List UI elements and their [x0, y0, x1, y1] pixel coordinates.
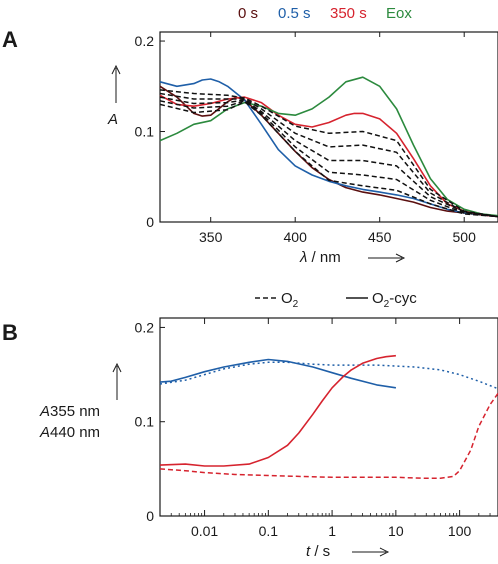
panel-b-legend-label-0: O2: [281, 290, 299, 310]
panel-a-series: [159, 76, 498, 218]
panel-b-plot-frame: [159, 317, 498, 517]
panel-a-series-line-3: [159, 76, 498, 217]
panel-b-xtick-label-0: 0.01: [191, 523, 218, 539]
panel-a-ytick-label-2: 0.2: [135, 33, 155, 49]
panel-a-ytick-label-0: 0: [146, 214, 154, 230]
panel-b-xtick-label-2: 1: [328, 523, 336, 539]
panel-a-legend: 0 s 0.5 s 350 s Eox: [238, 5, 412, 22]
svg-text:λ / nm: λ / nm: [299, 249, 341, 266]
panel-b-xlabel-symbol: t: [306, 543, 311, 560]
panel-a-ylabel-arrowhead: [111, 64, 121, 75]
panel-a-series-line-8: [159, 100, 498, 218]
panel-b-xlabel-arrowhead: [379, 547, 390, 557]
panel-b-series-line-1: [159, 361, 498, 390]
panel-a-xlabel-arrowhead: [395, 253, 406, 263]
panel-b-ytick-label-1: 0.1: [135, 414, 155, 430]
panel-a-label: A: [2, 27, 18, 52]
panel-b-series: [159, 354, 498, 480]
panel-a-xtick-label-3: 500: [453, 229, 477, 245]
svg-text:t / s: t / s: [306, 543, 330, 560]
panel-a-axes: 350 400 450 500 0 0.1 0.2: [135, 32, 477, 245]
panel-b-series-line-2: [159, 354, 396, 467]
panel-a-ylabel-text: A: [107, 111, 118, 128]
panel-a-xlabel: λ / nm: [299, 249, 406, 266]
panel-b-axes: 0.01 0.1 1 10 100 0 0.1 0.2: [135, 318, 491, 539]
panel-b-ytick-label-2: 0.2: [135, 319, 155, 335]
panel-b-label: B: [2, 320, 18, 345]
panel-b-ylabel-line-2: A440 nm: [39, 424, 100, 441]
panel-b-ylabel: A355 nm A440 nm: [39, 362, 122, 441]
panel-a-ytick-label-1: 0.1: [135, 124, 155, 140]
panel-a-xtick-label-2: 450: [368, 229, 392, 245]
panel-a-series-line-4: [159, 89, 498, 218]
panel-a-legend-item-3: Eox: [386, 5, 412, 22]
panel-a-legend-item-0: 0 s: [238, 5, 258, 22]
panel-b-xtick-label-1: 0.1: [259, 523, 279, 539]
panel-b-xtick-label-3: 10: [388, 523, 404, 539]
panel-a-series-line-5: [159, 92, 498, 218]
panel-b-ytick-label-0: 0: [146, 508, 154, 524]
panel-b-legend-label-1: O2-cyc: [372, 290, 417, 310]
panel-b-xlabel-unit: / s: [310, 543, 330, 560]
panel-a-xlabel-unit: / nm: [307, 249, 340, 266]
panel-a-xlabel-symbol: λ: [299, 249, 307, 266]
panel-b-ylabel-line-1: A355 nm: [39, 403, 100, 420]
panel-b-legend: O2 O2-cyc: [255, 290, 417, 310]
panel-a-xtick-label-0: 350: [199, 229, 223, 245]
panel-b-xtick-label-4: 100: [448, 523, 472, 539]
panel-b-series-line-3: [159, 392, 498, 480]
panel-a-ylabel: A: [107, 64, 121, 128]
panel-a-series-line-6: [159, 96, 498, 218]
panel-a-xtick-label-1: 400: [284, 229, 308, 245]
panel-b-xlabel: t / s: [306, 543, 390, 560]
panel-a-plot-frame: [159, 31, 498, 223]
panel-b-series-line-0: [159, 358, 397, 389]
panel-a-legend-item-1: 0.5 s: [278, 5, 311, 22]
panel-a-series-line-0: [159, 85, 498, 218]
panel-a-legend-item-2: 350 s: [330, 5, 367, 22]
panel-b-ylabel-arrowhead: [112, 362, 122, 373]
